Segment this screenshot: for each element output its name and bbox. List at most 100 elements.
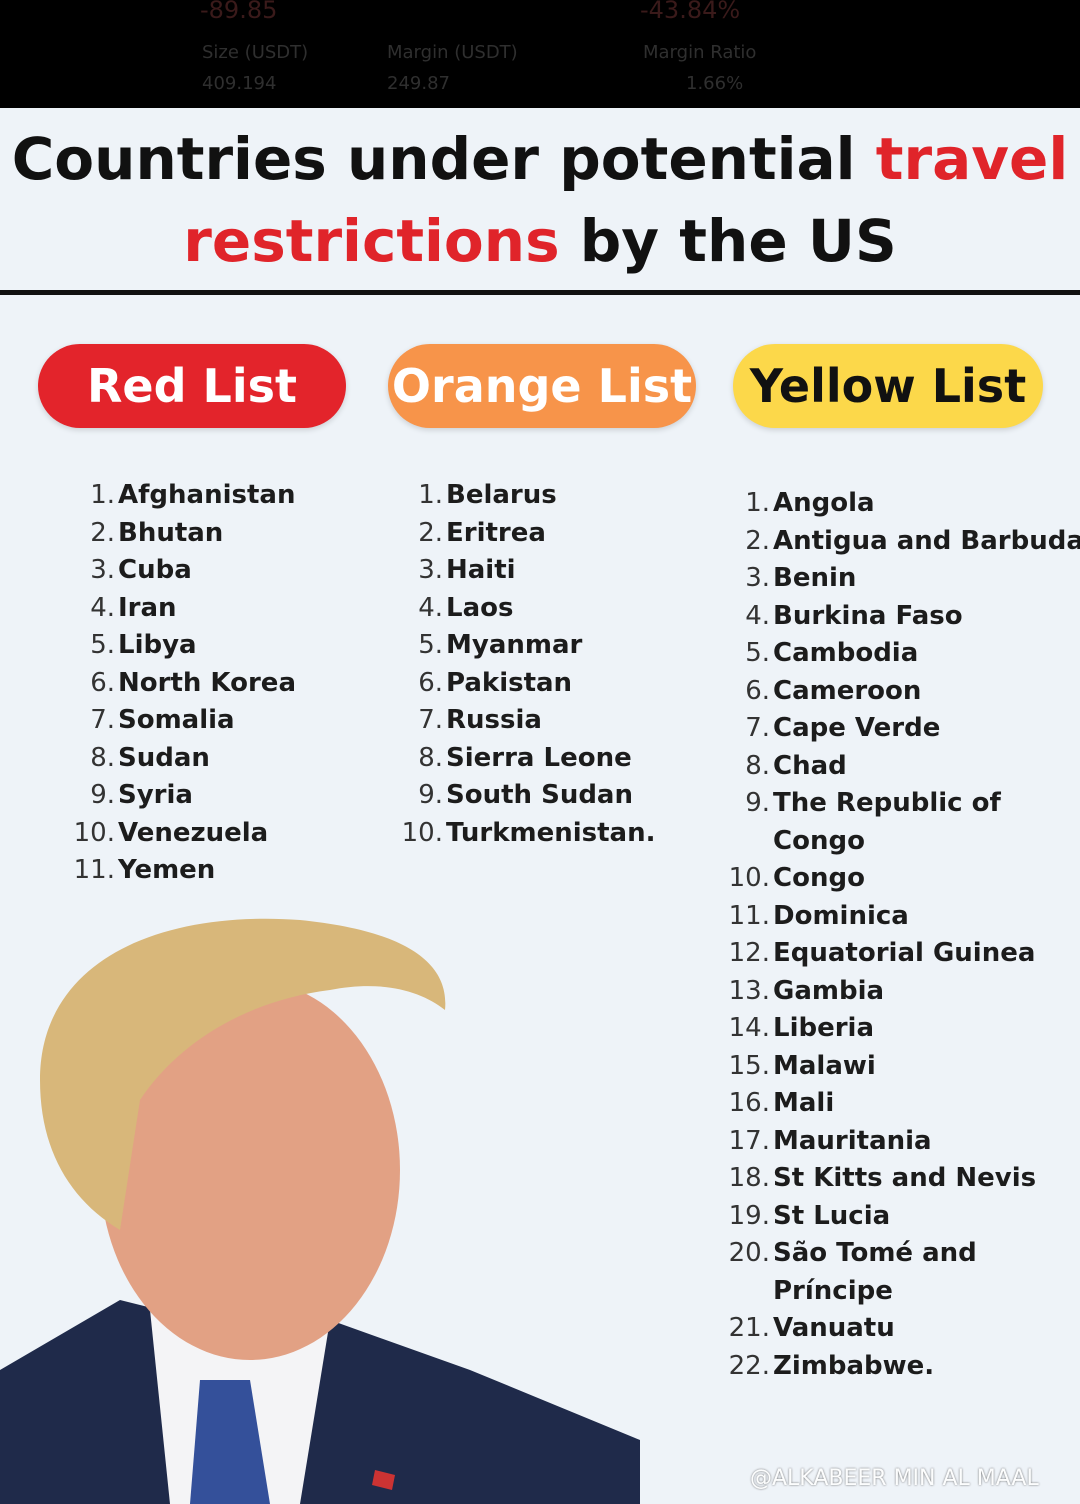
item-number: 9. xyxy=(745,788,770,818)
item-number: 1. xyxy=(745,488,770,518)
item-number: 8. xyxy=(90,742,115,773)
list-item: 19. St Lucia xyxy=(725,1198,1080,1236)
list-item: 12. Equatorial Guinea xyxy=(725,935,1080,973)
item-number: 7. xyxy=(418,705,443,735)
list-item: 20. São Tomé and Príncipe xyxy=(725,1235,1080,1310)
item-number: 4. xyxy=(745,600,770,631)
item-number: 7. xyxy=(90,705,115,735)
list-item: 11. Yemen xyxy=(70,852,296,890)
title-part: by the US xyxy=(559,207,897,275)
item-name: Benin xyxy=(773,563,857,593)
margin-value: 249.87 xyxy=(387,73,450,94)
item-number: 17. xyxy=(728,1125,770,1156)
item-name: Somalia xyxy=(118,705,235,735)
list: 1. Angola 2. Antigua and Barbuda 3. Benin 4. Bu… xyxy=(725,485,1080,1385)
item-number: 9. xyxy=(418,780,443,810)
list-item: 18. St Kitts and Nevis xyxy=(725,1160,1080,1198)
item-number: 5. xyxy=(418,630,443,660)
item-number: 2. xyxy=(90,517,115,548)
item-name: Haiti xyxy=(446,555,516,585)
item-number: 15. xyxy=(728,1050,770,1081)
list-item: 9. South Sudan xyxy=(398,777,656,815)
item-name: Angola xyxy=(773,488,875,518)
list-item: 15. Malawi xyxy=(725,1048,1080,1086)
item-number: 3. xyxy=(90,555,115,585)
item-name: Libya xyxy=(118,630,197,660)
item-name: Syria xyxy=(118,780,193,810)
item-number: 2. xyxy=(745,525,770,556)
ratio-label: Margin Ratio xyxy=(643,42,757,63)
item-number: 16. xyxy=(728,1088,770,1118)
item-name-line: The Republic of xyxy=(773,788,1001,818)
item-name: Belarus xyxy=(446,480,557,510)
item-name: Cape Verde xyxy=(773,713,941,743)
item-name: Mauritania xyxy=(773,1125,932,1156)
list-item: 6. North Korea xyxy=(70,665,296,703)
item-name: Equatorial Guinea xyxy=(773,938,1036,968)
item-name: The Republic of Congo xyxy=(773,785,1001,860)
item-name: Vanuatu xyxy=(773,1313,895,1343)
list-item: 7. Cape Verde xyxy=(725,710,1080,748)
list-item: 10. Venezuela xyxy=(70,815,296,853)
item-name: Liberia xyxy=(773,1013,875,1043)
list-item: 10. Congo xyxy=(725,860,1080,898)
item-name: Yemen xyxy=(118,855,216,885)
list-item: 4. Iran xyxy=(70,590,296,628)
item-name: Gambia xyxy=(773,975,885,1006)
item-name: Burkina Faso xyxy=(773,600,963,631)
item-name: Afghanistan xyxy=(118,480,296,510)
item-name-line: Congo xyxy=(773,825,865,856)
item-name: Congo xyxy=(773,863,865,893)
item-number: 11. xyxy=(73,855,115,885)
list-item: 9. The Republic of Congo xyxy=(725,785,1080,860)
item-name: Sudan xyxy=(118,742,210,773)
list-item: 22. Zimbabwe. xyxy=(725,1348,1080,1386)
hair xyxy=(40,918,446,1230)
item-number: 10. xyxy=(401,817,443,848)
list-pill: Red List xyxy=(38,344,346,428)
list: 1. Belarus 2. Eritrea 3. Haiti 4. Laos 5. Myanmar… xyxy=(398,477,656,852)
item-number: 8. xyxy=(418,742,443,773)
item-name: Myanmar xyxy=(446,630,583,660)
list-item: 1. Belarus xyxy=(398,477,656,515)
portrait xyxy=(0,918,640,1504)
item-number: 3. xyxy=(745,563,770,593)
list-item: 4. Burkina Faso xyxy=(725,598,1080,636)
list-pill: Yellow List xyxy=(733,344,1043,428)
item-name: Laos xyxy=(446,592,514,623)
item-name: Chad xyxy=(773,750,847,781)
item-name: São Tomé and Príncipe xyxy=(773,1235,977,1310)
list-item: 2. Bhutan xyxy=(70,515,296,553)
list-item: 2. Eritrea xyxy=(398,515,656,553)
list-item: 8. Sudan xyxy=(70,740,296,778)
item-number: 1. xyxy=(418,480,443,510)
title: Countries under potential travel restrict… xyxy=(0,118,1080,282)
item-name: North Korea xyxy=(118,667,296,698)
list-item: 7. Somalia xyxy=(70,702,296,740)
divider xyxy=(0,290,1080,295)
item-number: 9. xyxy=(90,780,115,810)
item-name: Cambodia xyxy=(773,638,919,668)
list-item: 7. Russia xyxy=(398,702,656,740)
item-name: St Lucia xyxy=(773,1200,891,1231)
item-number: 19. xyxy=(728,1200,770,1231)
list-item: 11. Dominica xyxy=(725,898,1080,936)
item-name: Eritrea xyxy=(446,517,546,548)
list-item: 6. Cameroon xyxy=(725,673,1080,711)
pnl-percent: -43.84% xyxy=(640,0,741,24)
list-item: 6. Pakistan xyxy=(398,665,656,703)
item-number: 7. xyxy=(745,713,770,743)
item-name: Turkmenistan. xyxy=(446,817,656,848)
item-name: Malawi xyxy=(773,1050,876,1081)
item-number: 6. xyxy=(418,667,443,698)
item-number: 4. xyxy=(418,592,443,623)
face xyxy=(100,980,400,1360)
title-part: Countries under potential xyxy=(11,125,876,193)
pin xyxy=(372,1470,395,1490)
item-number: 18. xyxy=(728,1163,770,1193)
list-item: 9. Syria xyxy=(70,777,296,815)
margin-label: Margin (USDT) xyxy=(387,42,518,63)
item-number: 2. xyxy=(418,517,443,548)
item-name: Russia xyxy=(446,705,542,735)
